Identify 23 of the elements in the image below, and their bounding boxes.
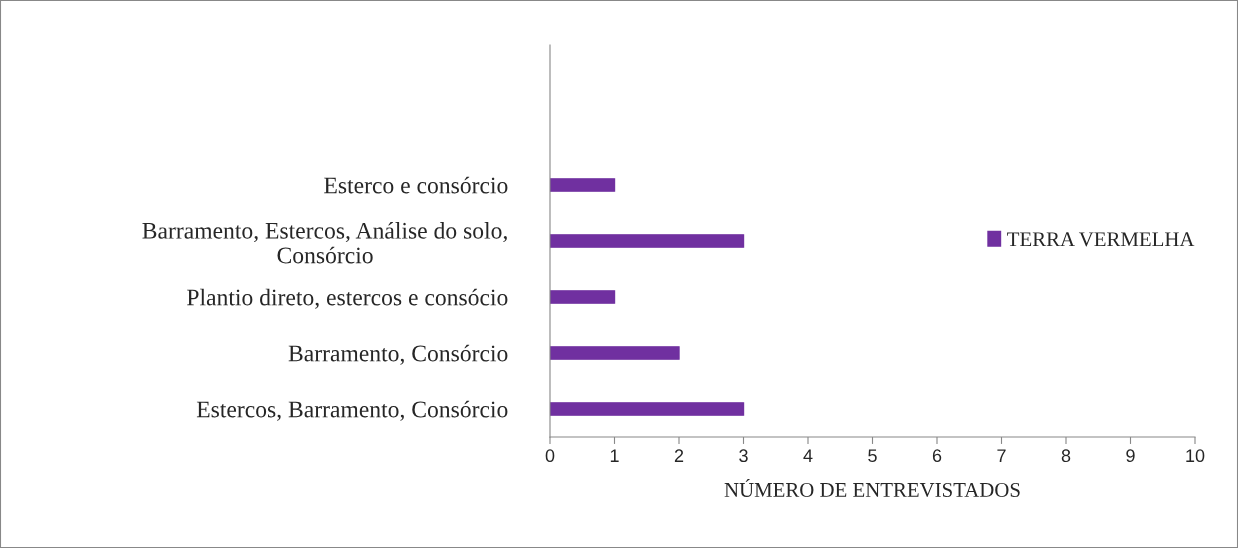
x-tick-label: 9: [1126, 449, 1135, 463]
x-tick-label: 8: [1061, 449, 1071, 463]
bar: [550, 290, 616, 304]
x-tick-label: 0: [545, 449, 555, 463]
x-tick-label: 5: [868, 449, 877, 463]
legend-label: TERRA VERMELHA: [1007, 232, 1195, 247]
x-tick-label: 2: [674, 449, 684, 462]
y-tick-label: Estercos, Barramento, Consórcio: [196, 400, 508, 421]
bar: [550, 346, 680, 360]
x-tick-label: 10: [1186, 449, 1205, 463]
x-tick-label: 1: [610, 449, 619, 462]
y-tick-label: Esterco e consórcio: [324, 176, 508, 194]
y-tick-label: Barramento, Consórcio: [288, 344, 508, 365]
y-tick-label: Plantio direto, estercos e consócio: [187, 288, 508, 309]
x-tick-label: 7: [997, 449, 1006, 462]
bar: [550, 402, 745, 416]
x-axis-title: NÚMERO DE ENTREVISTADOS: [724, 478, 1020, 498]
x-tick-label: 6: [932, 449, 942, 463]
bar: [550, 234, 745, 248]
bar: [550, 178, 616, 192]
y-tick-label: Barramento, Estercos, Análise do solo, Consórcio: [142, 222, 507, 264]
x-tick-label: 3: [739, 449, 748, 463]
x-tick-label: 4: [803, 449, 813, 462]
